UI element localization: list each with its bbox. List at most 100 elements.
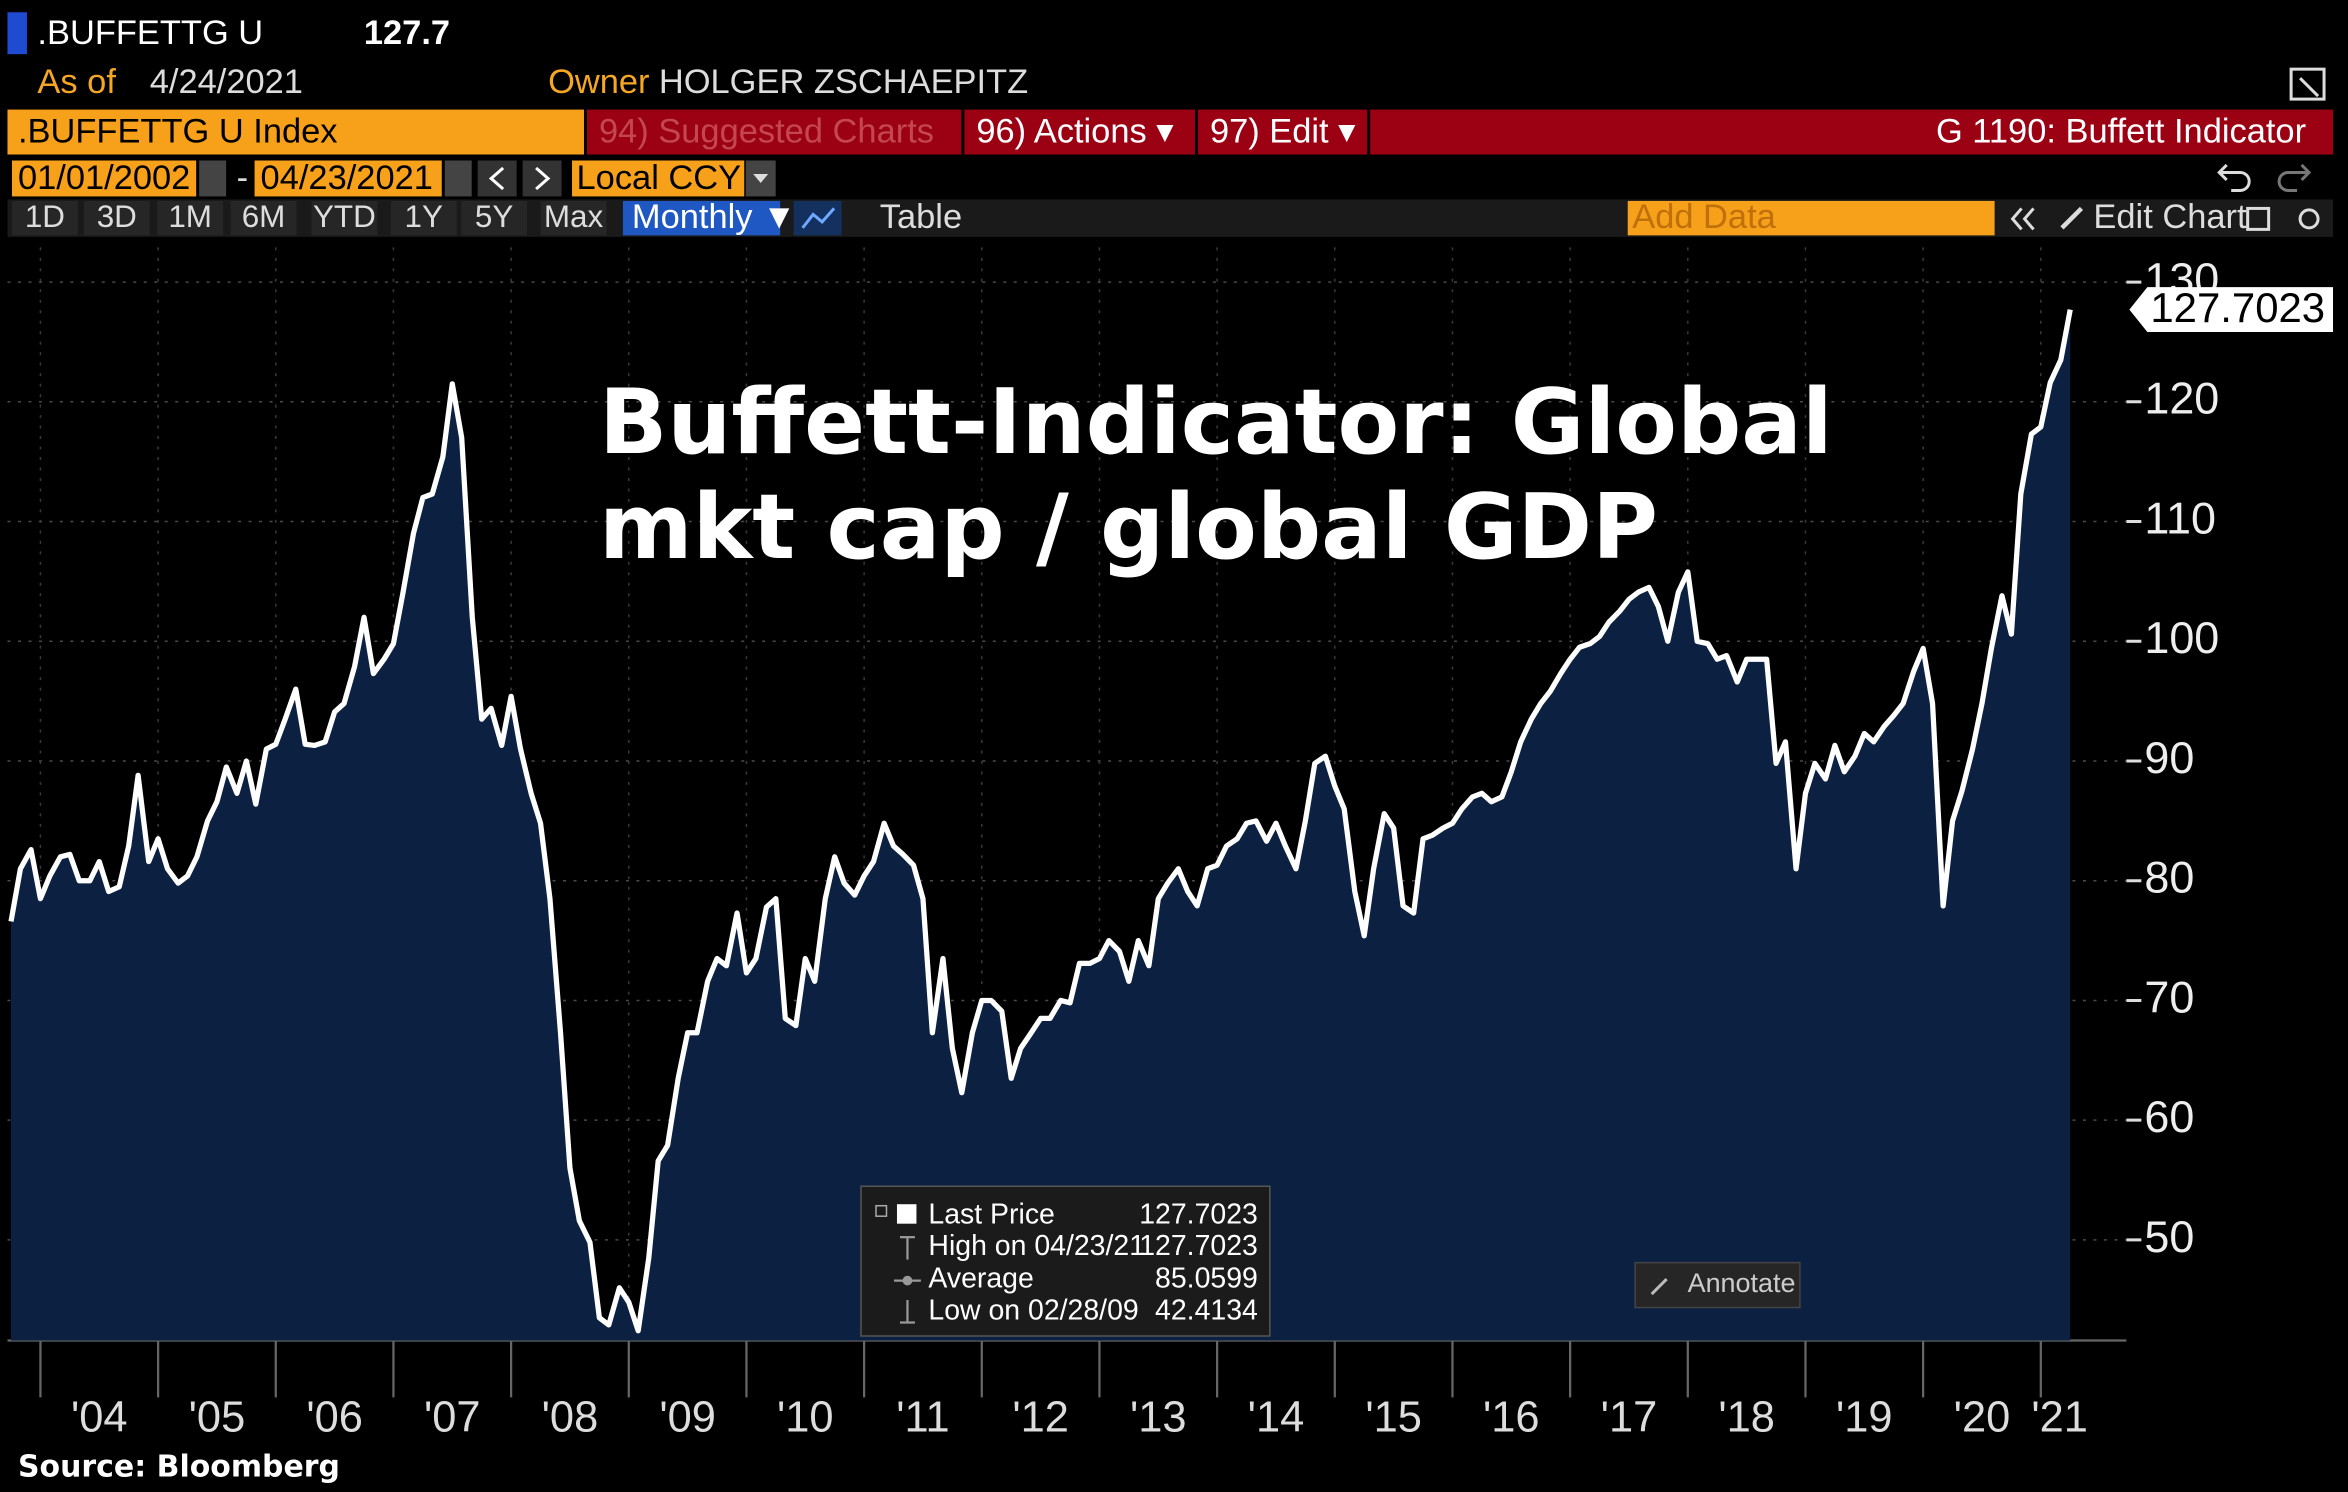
x-tick-label: '09 [659, 1393, 716, 1441]
start-date: 01/01/2002 [18, 159, 190, 197]
range-label: 6M [242, 199, 286, 234]
area [11, 309, 2071, 1341]
function-title: G 1190: Buffett Indicator [1936, 113, 2306, 151]
range-label: Max [544, 199, 604, 234]
y-tick-label: 110 [2144, 492, 2216, 543]
range-button[interactable] [83, 200, 150, 236]
legend: Last Price 127.7023 High on 04/23/21127.… [860, 1185, 1271, 1337]
calendar-icon[interactable] [444, 160, 472, 197]
y-tick-label: 100 [2144, 612, 2219, 663]
edit-menu[interactable]: 97) Edit ▾ [1210, 113, 1356, 151]
start-date-box[interactable] [11, 160, 197, 197]
chart-type-icon[interactable] [793, 200, 842, 236]
source: Source: Bloomberg [18, 1449, 340, 1484]
undo-icon[interactable] [2217, 163, 2251, 192]
calendar-icon[interactable] [199, 160, 227, 197]
as-of-label: As of [37, 63, 116, 101]
legend-label: Last Price [928, 1199, 1054, 1231]
x-tick-label: '19 [1836, 1393, 1893, 1441]
x-tick-label: '20 [1954, 1393, 2011, 1441]
security: .BUFFETTG U Index [18, 113, 338, 151]
legend-value: 127.7023 [1139, 1230, 1258, 1262]
range-label: 1Y [405, 199, 443, 234]
suggested-charts[interactable]: 94) Suggested Charts [599, 113, 934, 151]
x-tick-label: '17 [1601, 1393, 1658, 1441]
actions-menu[interactable]: 96) Actions ▾ [976, 113, 1174, 151]
range-button[interactable] [390, 200, 457, 236]
date-separator: - [237, 159, 248, 197]
legend-value: 85.0599 [1155, 1262, 1258, 1294]
price: 127.7 [364, 14, 450, 52]
legend-label: High on 04/23/21 [928, 1230, 1145, 1262]
y-tick-label: 70 [2144, 971, 2194, 1022]
legend-value: 127.7023 [1139, 1199, 1258, 1231]
prev-button[interactable] [477, 160, 517, 197]
menu-bar [587, 109, 2334, 155]
pencil-icon [2060, 206, 2084, 230]
range-button[interactable] [157, 200, 224, 236]
ticker-marker [7, 12, 27, 55]
y-tick-label: 50 [2144, 1211, 2194, 1262]
last-price-label: 127.7023 [2150, 284, 2325, 331]
plot: 5060708090100110120130'04'05'06'07'08'09… [7, 247, 2334, 1441]
popout-icon[interactable] [2289, 67, 2326, 101]
collapse-icon[interactable] [2010, 207, 2035, 231]
redo-icon[interactable] [2277, 163, 2312, 192]
end-date-box[interactable] [254, 160, 442, 197]
legend-swatch [896, 1204, 917, 1224]
x-tick-label: '13 [1130, 1393, 1187, 1441]
range-label: 3D [97, 199, 137, 234]
x-tick-label: '05 [189, 1393, 246, 1441]
legend-value: 42.4134 [1155, 1295, 1258, 1327]
legend-label: Average [928, 1262, 1033, 1294]
range-label: 1D [25, 199, 65, 234]
owner-label: Owner [548, 63, 649, 101]
as-of: 4/24/2021 [150, 63, 303, 101]
range-label: 5Y [475, 199, 513, 234]
currency: Local CCY [577, 159, 742, 197]
x-tick-label: '11 [896, 1393, 949, 1441]
frequency-box[interactable] [622, 200, 781, 236]
security-box[interactable] [7, 109, 585, 155]
add-data-box[interactable] [1627, 200, 1995, 236]
range-button[interactable] [230, 200, 297, 236]
range-button[interactable] [11, 200, 78, 236]
y-tick-label: 80 [2144, 852, 2194, 903]
next-button[interactable] [522, 160, 562, 197]
x-tick-label: '14 [1248, 1393, 1305, 1441]
range-button[interactable] [461, 200, 528, 236]
x-tick-label: '10 [777, 1393, 834, 1441]
y-tick-label: 60 [2144, 1091, 2194, 1142]
annotation: Buffett-Indicator: Global [599, 371, 1833, 475]
range-buttons: 1D 3D 1M 6M YTD 1Y 5Y Max [11, 199, 607, 236]
y-tick-label: 90 [2144, 732, 2194, 783]
x-tick-label: '07 [424, 1393, 481, 1441]
y-tick-label: 120 [2144, 373, 2219, 424]
ticker: .BUFFETTG U [37, 14, 263, 52]
legend-icons [893, 1236, 921, 1324]
settings-icon[interactable] [2246, 206, 2320, 231]
x-tick-label: '16 [1483, 1393, 1540, 1441]
x-tick-label: '04 [71, 1393, 128, 1441]
last-price-tag [2129, 287, 2334, 333]
currency-dropdown[interactable] [745, 160, 776, 197]
x-tick-label: '12 [1012, 1393, 1069, 1441]
annotate-button[interactable]: Annotate [1634, 1261, 1801, 1309]
edit-chart[interactable]: Edit Chart [2093, 198, 2247, 236]
x-tick-label: '15 [1365, 1393, 1422, 1441]
annotation: mkt cap / global GDP [599, 476, 1658, 580]
line [8, 309, 2073, 1334]
end-date: 04/23/2021 [261, 159, 433, 197]
table-button[interactable]: Table [880, 198, 962, 236]
range-button[interactable] [540, 200, 607, 236]
range-label: 1M [168, 199, 212, 234]
annotate-label: Annotate [1688, 1268, 1796, 1298]
range-button[interactable] [311, 200, 378, 236]
legend-toggle[interactable] [875, 1204, 888, 1217]
legend-label: Low on 02/28/09 [928, 1295, 1138, 1327]
owner: HOLGER ZSCHAEPITZ [659, 63, 1028, 101]
currency-box[interactable] [572, 160, 745, 197]
